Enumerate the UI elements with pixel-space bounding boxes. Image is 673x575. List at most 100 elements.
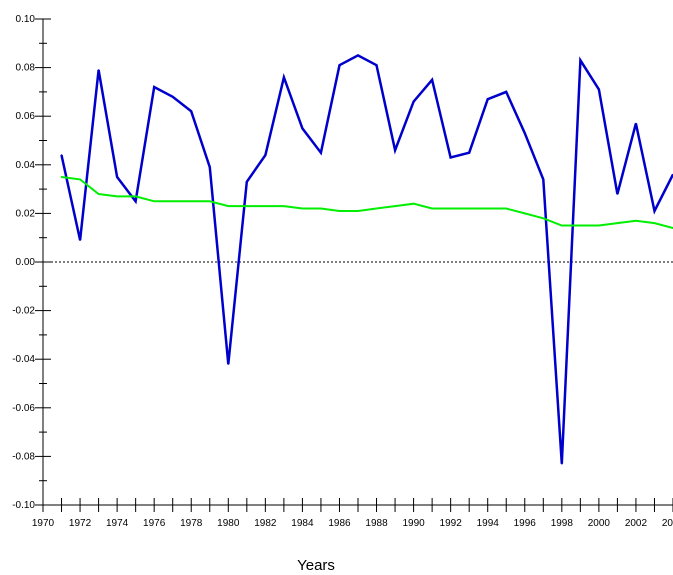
- series-1-point: [264, 154, 267, 156]
- series-2-point: [190, 200, 193, 203]
- series-2-point: [468, 207, 470, 210]
- series-1-point: [357, 54, 359, 57]
- series-2-point: [134, 195, 137, 198]
- x-tick-label: 1982: [254, 518, 277, 529]
- series-2-point: [561, 224, 563, 227]
- x-tick-label: 1998: [551, 518, 574, 529]
- series-2-point: [523, 212, 526, 215]
- series-2-point: [208, 200, 211, 203]
- series-1-point: [653, 210, 656, 212]
- series-1-point: [505, 91, 508, 93]
- x-tick-label: 1980: [217, 518, 240, 529]
- x-tick-label: 1992: [440, 518, 463, 529]
- series-1-point: [283, 76, 285, 79]
- x-tick-label: 1984: [291, 518, 314, 529]
- y-tick-label: -0.04: [12, 354, 35, 365]
- series-1-point: [635, 122, 637, 125]
- series-2-point: [616, 222, 619, 224]
- series-1-point: [579, 59, 582, 62]
- series-2-point: [301, 207, 304, 210]
- series-1-point: [320, 151, 322, 154]
- series-2-point: [449, 207, 452, 210]
- x-tick-label: 1978: [180, 518, 203, 529]
- series-1-point: [301, 127, 304, 130]
- y-tick-label: 0.08: [16, 63, 36, 74]
- series-2-point: [97, 193, 100, 195]
- series-2-point: [79, 178, 81, 181]
- series-1-point: [616, 193, 619, 195]
- y-tick-label: -0.08: [12, 451, 35, 462]
- series-1-point: [523, 132, 526, 135]
- series-2-point: [246, 205, 248, 207]
- series-2-point: [171, 200, 174, 203]
- series-layer: [60, 53, 673, 465]
- series-1-point: [190, 110, 193, 113]
- x-tick-label: 1994: [477, 518, 500, 529]
- x-axis: 1970 1972 1974 1976 1978 1980 1982 1984 1986 1988…: [32, 498, 673, 529]
- series-2-point: [653, 222, 656, 224]
- x-tick-label: 1996: [514, 518, 537, 529]
- series-line-2: [61, 176, 673, 229]
- y-axis: 0.10 0.08 0.06 0.04 0.02 0.00 -0.02 -0.04 -0.06 -…: [12, 14, 51, 511]
- y-tick-label: 0.00: [16, 257, 36, 268]
- series-2-point: [283, 205, 285, 207]
- series-2-point: [116, 195, 118, 198]
- series-1-point: [79, 239, 81, 241]
- x-tick-label: 1970: [32, 518, 55, 529]
- x-tick-label: 1990: [402, 518, 425, 529]
- series-1-point: [171, 95, 174, 98]
- series-2-point: [505, 207, 508, 210]
- series-2-point: [431, 207, 433, 210]
- x-axis-label: Years: [297, 557, 335, 574]
- series-2-point: [320, 207, 322, 210]
- series-2-point: [153, 200, 155, 203]
- series-2-point: [264, 205, 267, 207]
- series-1-point: [561, 462, 563, 465]
- series-1-point: [116, 176, 118, 178]
- y-tick-label: -0.10: [12, 500, 35, 511]
- x-tick-label: 2000: [588, 518, 611, 529]
- series-2-point: [579, 224, 582, 227]
- x-tick-label: 1988: [365, 518, 388, 529]
- series-2-point: [635, 219, 637, 222]
- series-2-point: [227, 205, 230, 207]
- x-tick-label: 2004: [662, 518, 673, 529]
- series-1-point: [486, 98, 489, 100]
- series-2-point: [60, 176, 63, 178]
- series-1-point: [246, 181, 248, 183]
- series-1-point: [134, 200, 137, 203]
- series-1-point: [394, 149, 396, 152]
- series-1-point: [412, 100, 415, 103]
- x-tick-label: 1974: [106, 518, 129, 529]
- series-line-1: [60, 53, 673, 464]
- series-1-point: [542, 178, 545, 181]
- x-tick-label: 1986: [328, 518, 351, 529]
- x-tick-label: 1976: [143, 518, 166, 529]
- series-2-point: [357, 210, 359, 212]
- x-tick-label: 2002: [625, 518, 648, 529]
- series-2-point: [394, 205, 396, 207]
- y-tick-label: 0.06: [16, 111, 36, 122]
- series-2-point: [375, 207, 378, 210]
- y-tick-label: -0.02: [12, 306, 35, 317]
- series-2-point: [412, 202, 415, 205]
- y-tick-label: 0.10: [16, 14, 36, 25]
- series-1-point: [208, 166, 211, 169]
- series-1-point: [153, 86, 155, 88]
- series-1-point: [338, 64, 341, 66]
- series-2-point: [542, 217, 545, 220]
- series-1-point: [598, 88, 600, 91]
- series-1-point: [227, 363, 230, 365]
- series-2-point: [598, 224, 600, 227]
- x-tick-label: 1972: [69, 518, 92, 529]
- series-2-point: [486, 207, 489, 210]
- series-2-point: [338, 210, 341, 212]
- series-1-point: [375, 64, 378, 66]
- series-1-point: [431, 78, 433, 81]
- y-tick-label: 0.02: [16, 208, 36, 219]
- series-1-point: [60, 154, 63, 156]
- series-1-point: [97, 69, 100, 71]
- series-1-point: [449, 156, 452, 159]
- y-tick-label: -0.06: [12, 403, 35, 414]
